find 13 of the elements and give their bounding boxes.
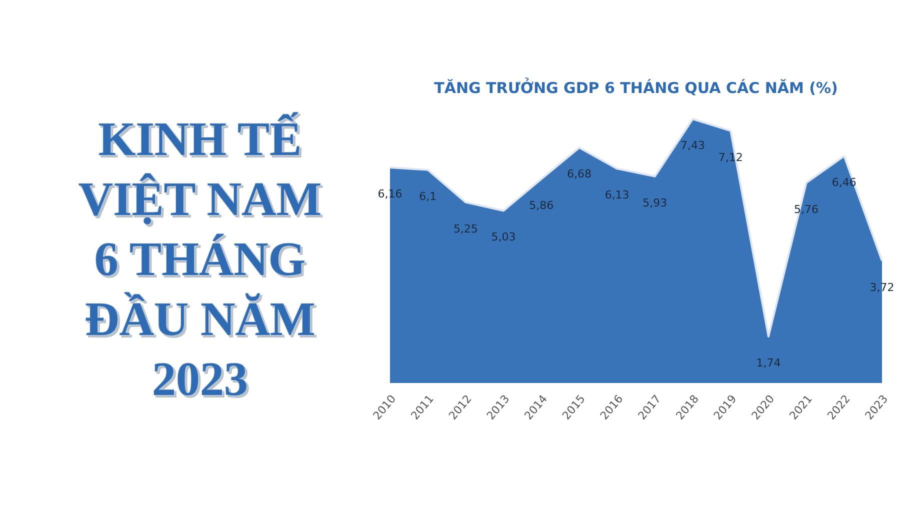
data-label: 5,93 [642, 196, 668, 210]
data-label: 5,86 [529, 199, 554, 212]
data-label: 1,74 [756, 356, 781, 370]
data-label: 6,68 [566, 168, 592, 181]
data-label: 5,25 [453, 222, 478, 236]
text: KINH TẾ VIỆT NAM 6 THÁNG ĐẦU NĂM 2023 [78, 112, 322, 406]
data-label: 6,1 [419, 190, 437, 203]
chart-title: TĂNG TRƯỞNG GDP 6 THÁNG QUA CÁC NĂM (%) [434, 77, 838, 97]
data-label: 5,03 [491, 230, 516, 244]
data-label: 6,16 [378, 188, 402, 201]
data-label: 3,72 [870, 280, 894, 294]
data-label: 6,13 [604, 188, 630, 202]
data-label: 7,43 [680, 139, 706, 152]
